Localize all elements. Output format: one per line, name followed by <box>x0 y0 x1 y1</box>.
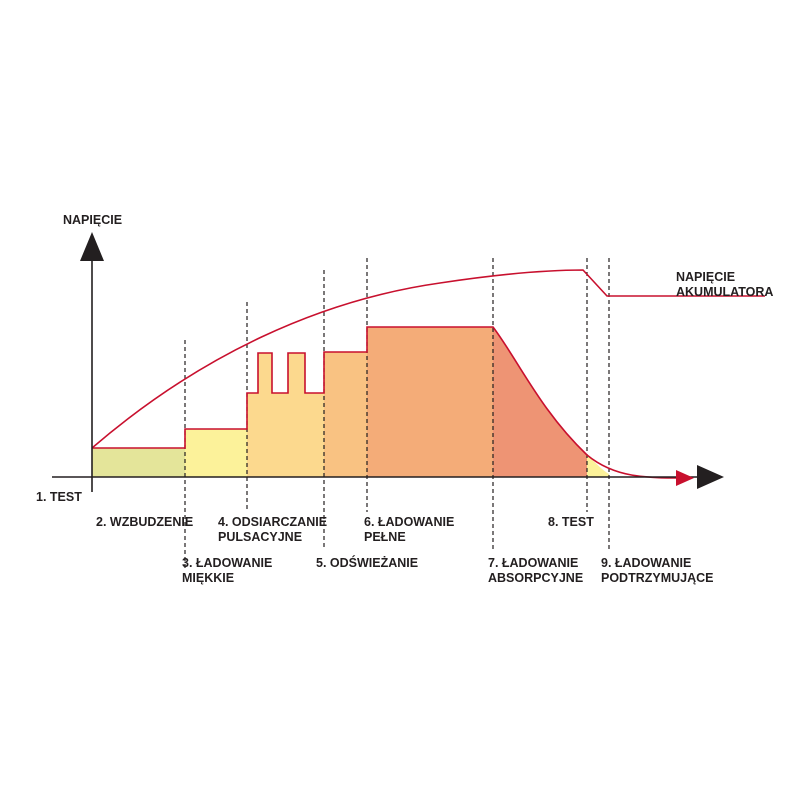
stage-label-4: 4. ODSIARCZANIE PULSACYJNE <box>218 515 331 544</box>
y-axis-label: NAPIĘCIE <box>63 213 122 227</box>
battery-voltage-label: NAPIĘCIE AKUMULATORA <box>676 270 773 299</box>
stage-fills <box>92 327 609 477</box>
stage-8-fill <box>587 455 609 477</box>
battery-voltage-label-line: AKUMULATORA <box>676 285 773 299</box>
x-axis-red-arrow-icon <box>676 470 694 486</box>
stage-label-line: 5. ODŚWIEŻANIE <box>316 555 418 570</box>
battery-voltage-label-line: NAPIĘCIE <box>676 270 735 284</box>
stage-labels: 1. TEST 2. WZBUDZENIE 3. ŁADOWANIE MIĘKK… <box>36 490 714 585</box>
stage-label-7: 7. ŁADOWANIE ABSORPCYJNE <box>488 556 583 585</box>
stage-label-line: PODTRZYMUJĄCE <box>601 571 714 585</box>
stage-5-fill <box>324 352 367 477</box>
stage-label-line: PEŁNE <box>364 530 406 544</box>
stage-label-line: MIĘKKIE <box>182 571 234 585</box>
stage-label-line: 4. ODSIARCZANIE <box>218 515 327 529</box>
stage-label-line: PULSACYJNE <box>218 530 302 544</box>
stage-label-line: 3. ŁADOWANIE <box>182 556 272 570</box>
stage-7-fill <box>493 327 587 477</box>
axes <box>52 232 724 492</box>
stage-2-fill <box>92 448 185 477</box>
stage-label-1: 1. TEST <box>36 490 82 504</box>
stage-6-fill <box>367 327 493 477</box>
stage-label-line: 7. ŁADOWANIE <box>488 556 578 570</box>
stage-label-9: 9. ŁADOWANIE PODTRZYMUJĄCE <box>601 556 714 585</box>
stage-label-6: 6. ŁADOWANIE PEŁNE <box>364 515 458 544</box>
battery-voltage-curve <box>91 269 765 449</box>
stage-label-line: 9. ŁADOWANIE <box>601 556 691 570</box>
x-axis-arrow-icon <box>697 465 724 489</box>
stage-label-3: 3. ŁADOWANIE MIĘKKIE <box>182 556 276 585</box>
y-axis-arrow-icon <box>80 232 104 261</box>
stage-label-8: 8. TEST <box>548 515 594 529</box>
charging-profile-line <box>92 326 691 479</box>
stage-label-line: ABSORPCYJNE <box>488 571 583 585</box>
stage-label-5: 5. ODŚWIEŻANIE <box>316 555 418 570</box>
stage-label-line: 6. ŁADOWANIE <box>364 515 454 529</box>
stage-label-2: 2. WZBUDZENIE <box>96 515 193 529</box>
stage-label-line: 1. TEST <box>36 490 82 504</box>
stage-label-line: 2. WZBUDZENIE <box>96 515 193 529</box>
stage-label-line: 8. TEST <box>548 515 594 529</box>
stage-3-fill <box>185 429 247 477</box>
